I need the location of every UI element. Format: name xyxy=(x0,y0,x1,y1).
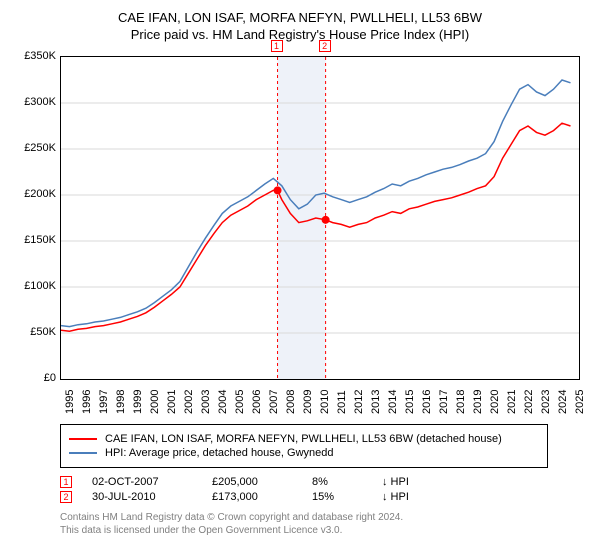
x-tick-label: 1996 xyxy=(81,390,93,414)
y-tick-label: £350K xyxy=(12,50,56,62)
x-tick-label: 2023 xyxy=(540,390,552,414)
x-tick-label: 2013 xyxy=(370,390,382,414)
x-tick-label: 1995 xyxy=(64,390,76,414)
x-tick-label: 2008 xyxy=(285,390,297,414)
x-tick-label: 2014 xyxy=(387,390,399,414)
sales-table: 1 02-OCT-2007 £205,000 8% ↓ HPI 2 30-JUL-2010 £… xyxy=(60,476,588,503)
sale-dir: ↓ HPI xyxy=(382,476,432,488)
y-tick-label: £100K xyxy=(12,280,56,292)
y-tick-label: £200K xyxy=(12,188,56,200)
title-line-1: CAE IFAN, LON ISAF, MORFA NEFYN, PWLLHEL… xyxy=(12,10,588,25)
plot-box xyxy=(60,56,580,380)
legend-swatch-hpi xyxy=(69,452,97,454)
y-tick-label: £0 xyxy=(12,372,56,384)
legend-swatch-property xyxy=(69,438,97,440)
x-tick-label: 2024 xyxy=(557,390,569,414)
x-tick-label: 2004 xyxy=(217,390,229,414)
x-tick-label: 2002 xyxy=(183,390,195,414)
chart-area: £0 £50K £100K £150K £200K £250K £300K £350K 1995… xyxy=(12,46,588,414)
x-tick-label: 2018 xyxy=(455,390,467,414)
sale-marker-2: 2 xyxy=(319,40,331,52)
x-tick-label: 1999 xyxy=(132,390,144,414)
x-tick-label: 2017 xyxy=(438,390,450,414)
sale-row: 1 02-OCT-2007 £205,000 8% ↓ HPI xyxy=(60,476,588,488)
sale-date: 30-JUL-2010 xyxy=(92,491,192,503)
x-tick-label: 2006 xyxy=(251,390,263,414)
legend-row-property: CAE IFAN, LON ISAF, MORFA NEFYN, PWLLHEL… xyxy=(69,433,539,445)
x-tick-label: 2012 xyxy=(353,390,365,414)
x-tick-label: 1997 xyxy=(98,390,110,414)
legend-label-property: CAE IFAN, LON ISAF, MORFA NEFYN, PWLLHEL… xyxy=(105,433,502,445)
x-tick-label: 2005 xyxy=(234,390,246,414)
legend-row-hpi: HPI: Average price, detached house, Gwyn… xyxy=(69,447,539,459)
legend-label-hpi: HPI: Average price, detached house, Gwyn… xyxy=(105,447,334,459)
x-tick-label: 2020 xyxy=(489,390,501,414)
x-tick-label: 2016 xyxy=(421,390,433,414)
x-tick-label: 2021 xyxy=(506,390,518,414)
footer-line-2: This data is licensed under the Open Gov… xyxy=(60,524,588,537)
x-tick-label: 2015 xyxy=(404,390,416,414)
y-tick-label: £150K xyxy=(12,234,56,246)
sale-price: £205,000 xyxy=(212,476,292,488)
x-tick-label: 2007 xyxy=(268,390,280,414)
x-tick-label: 2009 xyxy=(302,390,314,414)
sale-date: 02-OCT-2007 xyxy=(92,476,192,488)
sale-pct: 8% xyxy=(312,476,362,488)
sale-pct: 15% xyxy=(312,491,362,503)
plot-svg xyxy=(61,57,579,379)
legend-box: CAE IFAN, LON ISAF, MORFA NEFYN, PWLLHEL… xyxy=(60,424,548,468)
sale-row: 2 30-JUL-2010 £173,000 15% ↓ HPI xyxy=(60,491,588,503)
title-line-2: Price paid vs. HM Land Registry's House … xyxy=(12,27,588,42)
y-tick-label: £250K xyxy=(12,142,56,154)
sale-price: £173,000 xyxy=(212,491,292,503)
y-tick-label: £300K xyxy=(12,96,56,108)
x-tick-label: 2010 xyxy=(319,390,331,414)
footer-line-1: Contains HM Land Registry data © Crown c… xyxy=(60,511,588,524)
sale-row-marker: 2 xyxy=(60,491,72,503)
x-tick-label: 2019 xyxy=(472,390,484,414)
footer: Contains HM Land Registry data © Crown c… xyxy=(60,511,588,537)
x-tick-label: 2025 xyxy=(574,390,586,414)
sale-row-marker: 1 xyxy=(60,476,72,488)
sale-dir: ↓ HPI xyxy=(382,491,432,503)
x-tick-label: 2011 xyxy=(336,390,348,414)
x-tick-label: 2022 xyxy=(523,390,535,414)
x-tick-label: 2003 xyxy=(200,390,212,414)
x-tick-label: 2000 xyxy=(149,390,161,414)
y-tick-label: £50K xyxy=(12,326,56,338)
x-tick-label: 1998 xyxy=(115,390,127,414)
sale-marker-1: 1 xyxy=(271,40,283,52)
x-tick-label: 2001 xyxy=(166,390,178,414)
